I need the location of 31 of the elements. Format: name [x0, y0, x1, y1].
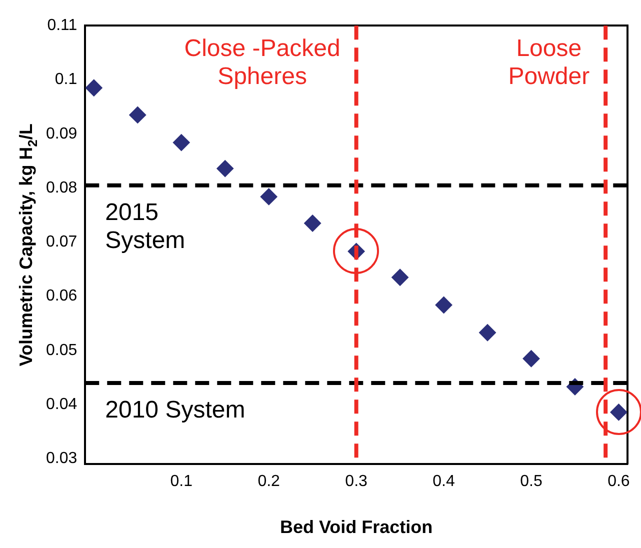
- y-tick-label: 0.03: [46, 450, 78, 468]
- ref-line-label: Close -Packed Spheres: [184, 35, 340, 90]
- y-tick-label: 0.08: [46, 179, 78, 196]
- point: [172, 134, 190, 152]
- point: [392, 268, 409, 286]
- x-tick-label: 0.3: [345, 473, 368, 490]
- x-tick-label: 0.2: [258, 473, 280, 490]
- ref-line-label: Loose Powder: [508, 35, 590, 90]
- y-axis-title: Volumetric Capacity, kg H2/L: [16, 124, 40, 366]
- point: [522, 350, 540, 368]
- point: [129, 106, 146, 124]
- y-tick-label: 0.06: [46, 288, 78, 305]
- point: [85, 79, 102, 96]
- y-tick-label: 0.05: [46, 342, 78, 359]
- y-tick-label: 0.07: [46, 234, 78, 251]
- y-tick-label: 0.04: [46, 396, 78, 414]
- point: [304, 214, 322, 232]
- point: [260, 188, 278, 206]
- x-tick-label: 0.4: [432, 473, 455, 490]
- x-tick-label: 0.5: [520, 473, 542, 490]
- ref-line-label: 2015 System: [105, 198, 186, 254]
- point: [479, 324, 496, 342]
- y-tick-label: 0.1: [54, 71, 78, 88]
- x-tick-label: 0.6: [608, 473, 630, 490]
- ref-line-label: 2010 System: [105, 396, 246, 424]
- point: [435, 296, 452, 314]
- point: [216, 160, 234, 178]
- y-tick-label: 0.09: [46, 125, 78, 142]
- x-axis-title: Bed Void Fraction: [280, 517, 433, 538]
- y-tick-label: 0.11: [47, 17, 78, 34]
- x-tick-label: 0.1: [170, 473, 193, 490]
